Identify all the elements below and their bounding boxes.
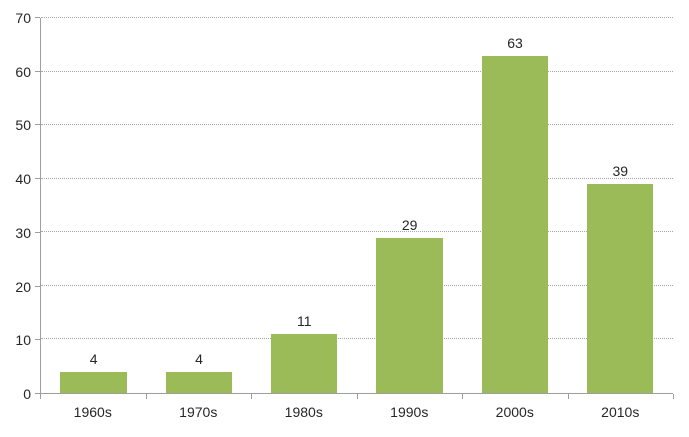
x-axis-labels: 1960s 1970s 1980s 1990s 2000s 2010s (40, 403, 673, 421)
bar (165, 371, 233, 393)
y-axis-label: 0 (23, 386, 31, 402)
x-axis-tick (356, 394, 358, 399)
y-axis-label: 50 (15, 117, 31, 134)
bar-slot: 63 (462, 18, 567, 393)
bars-container: 4 4 11 29 63 39 (41, 18, 673, 393)
y-axis-label: 60 (15, 63, 31, 80)
bar-slot: 4 (146, 18, 251, 393)
x-axis-tick (40, 394, 41, 399)
bar (587, 184, 654, 393)
y-axis-label: 70 (15, 10, 31, 26)
y-axis-label: 40 (15, 171, 31, 188)
x-axis-label: 1990s (390, 404, 429, 420)
bar (481, 55, 549, 393)
bar-slot: 11 (252, 18, 357, 393)
bar-slot: 39 (568, 18, 673, 393)
y-axis-tick (35, 231, 40, 233)
x-axis-tick (251, 394, 252, 399)
gridline (41, 70, 673, 72)
x-axis-ticks (40, 394, 674, 399)
gridline (41, 124, 673, 126)
y-axis-tick (35, 285, 40, 287)
x-axis-label: 2000s (495, 404, 534, 420)
x-axis-label: 1970s (179, 404, 218, 420)
y-axis-tick (35, 339, 40, 341)
bar-value-label: 63 (507, 34, 523, 51)
gridline (41, 338, 673, 340)
y-axis-label: 20 (15, 278, 31, 295)
bar (271, 334, 338, 393)
y-axis-tick (35, 17, 40, 18)
gridline (41, 284, 673, 286)
plot-area: 4 4 11 29 63 39 (40, 17, 673, 394)
x-axis-tick (567, 394, 569, 399)
bar-value-label: 4 (89, 350, 98, 367)
bar-value-label: 11 (297, 313, 312, 330)
bar (376, 237, 443, 393)
y-axis-label: 10 (15, 332, 31, 349)
x-axis-label: 1980s (284, 404, 323, 420)
x-axis-label: 1960s (73, 404, 112, 420)
gridline (41, 17, 673, 18)
x-axis-label: 2010s (601, 404, 640, 420)
bar-value-label: 4 (195, 350, 203, 367)
gridline (41, 177, 673, 179)
bar-value-label: 29 (401, 216, 418, 233)
x-axis-tick (673, 394, 674, 399)
y-axis-tick (35, 393, 40, 394)
y-axis-tick (35, 124, 40, 126)
y-axis-tick (35, 178, 40, 180)
y-axis-tick (35, 70, 40, 72)
x-axis-tick (462, 394, 463, 399)
x-axis-tick (145, 394, 147, 399)
bar (60, 371, 127, 393)
bar-slot: 29 (357, 18, 462, 393)
y-axis-label: 30 (15, 224, 31, 241)
y-axis-ticks (35, 17, 40, 394)
bar-slot: 4 (41, 18, 146, 393)
bar-value-label: 39 (612, 163, 629, 180)
y-axis-labels: 0 10 20 30 40 50 60 70 (0, 10, 31, 402)
gridline (41, 231, 673, 233)
